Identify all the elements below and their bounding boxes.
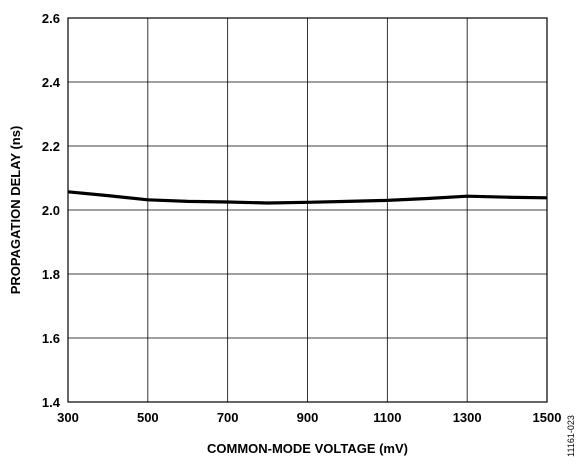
y-tick-label: 1.4: [42, 395, 61, 410]
x-tick-label: 1300: [453, 410, 482, 425]
grid: [67, 17, 548, 403]
plot-frame: [67, 17, 548, 403]
figure-id: 11161-023: [566, 415, 576, 457]
x-tick-labels: 300 500 700 900 1100 1300 1500: [57, 410, 561, 425]
x-axis-label: COMMON-MODE VOLTAGE (mV): [207, 441, 408, 456]
x-tick-label: 1100: [373, 410, 401, 425]
x-tick-label: 1500: [533, 410, 562, 425]
y-tick-label: 2.0: [42, 203, 60, 218]
y-tick-labels: 1.4 1.6 1.8 2.0 2.2 2.4 2.6: [42, 11, 61, 410]
y-tick-label: 2.4: [42, 75, 61, 90]
y-tick-label: 1.8: [42, 267, 60, 282]
y-tick-label: 2.6: [42, 11, 60, 26]
series-line: [67, 190, 548, 205]
y-tick-label: 1.6: [42, 331, 60, 346]
series-layer: [67, 190, 548, 205]
x-tick-label: 500: [137, 410, 159, 425]
x-tick-label: 900: [297, 410, 319, 425]
x-tick-label: 300: [57, 410, 79, 425]
y-axis-label: PROPAGATION DELAY (ns): [8, 126, 23, 295]
y-tick-label: 2.2: [42, 139, 60, 154]
x-tick-label: 700: [217, 410, 239, 425]
